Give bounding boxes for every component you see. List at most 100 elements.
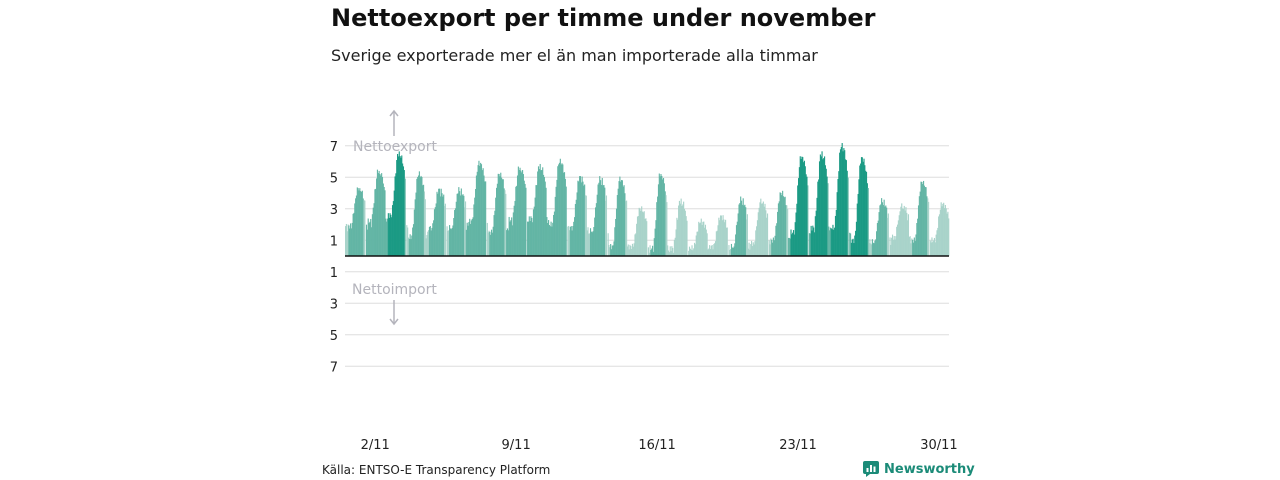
hour-bar xyxy=(562,164,564,256)
hour-bar xyxy=(527,221,529,256)
hour-bar xyxy=(782,190,784,256)
hour-bar xyxy=(798,178,800,256)
hour-bar xyxy=(625,201,627,256)
hour-bar xyxy=(391,217,393,256)
hour-bar xyxy=(893,235,895,256)
hour-bar xyxy=(908,236,910,256)
hour-bar xyxy=(886,217,889,256)
hour-bar xyxy=(756,226,758,256)
hour-bar xyxy=(559,158,561,256)
hour-bar xyxy=(421,177,423,256)
hour-bar xyxy=(497,173,499,256)
hour-bar xyxy=(628,249,630,256)
hour-bar xyxy=(691,245,693,256)
hour-bar xyxy=(667,250,670,256)
hour-bar xyxy=(475,189,477,256)
hour-bar xyxy=(586,230,588,256)
hour-bar xyxy=(464,201,467,256)
hour-bar xyxy=(699,222,701,256)
hour-bar xyxy=(813,232,816,256)
hour-bar xyxy=(887,213,889,256)
hour-bar xyxy=(745,207,747,256)
hour-bar xyxy=(505,193,507,256)
hour-bar xyxy=(423,191,425,256)
hour-bar xyxy=(891,234,894,256)
hour-bar xyxy=(719,220,721,256)
hour-bar xyxy=(796,203,798,256)
hour-bar xyxy=(472,217,474,256)
hour-bar xyxy=(480,162,482,256)
hour-bar xyxy=(666,202,668,256)
hour-bar xyxy=(523,180,525,256)
hour-bar xyxy=(763,206,765,256)
hour-bar xyxy=(721,220,723,256)
hour-bar xyxy=(821,151,823,256)
hour-bar xyxy=(834,215,837,256)
hour-bar xyxy=(504,190,506,256)
hour-bar xyxy=(770,238,772,256)
hour-bar xyxy=(486,222,488,256)
hour-bar xyxy=(615,208,618,256)
hour-bar xyxy=(718,217,720,256)
hour-bar xyxy=(473,204,475,256)
hour-bar xyxy=(698,221,700,256)
hour-bar xyxy=(884,206,886,256)
hour-bar xyxy=(533,206,535,256)
hour-bar xyxy=(817,181,819,256)
hour-bar xyxy=(903,205,905,256)
hour-bar xyxy=(358,190,360,256)
hour-bar xyxy=(487,232,489,256)
hour-bar xyxy=(670,250,672,256)
hour-bar xyxy=(733,246,735,256)
hour-bar xyxy=(571,230,573,256)
hour-bar xyxy=(503,188,505,256)
hour-bar xyxy=(678,200,681,256)
hour-bar xyxy=(786,205,788,256)
y-tick-label: 5 xyxy=(330,329,338,344)
hour-bar xyxy=(454,208,457,256)
hour-bar xyxy=(361,190,363,256)
hour-bar xyxy=(415,192,417,256)
newsworthy-logo[interactable]: Newsworthy xyxy=(863,461,975,477)
hour-bar xyxy=(683,208,686,256)
hour-bar xyxy=(881,198,883,256)
hour-bar xyxy=(501,179,504,256)
hour-bar xyxy=(769,244,771,256)
hour-bar xyxy=(863,158,865,256)
hour-bar xyxy=(777,211,779,256)
hour-bar xyxy=(868,243,870,256)
hour-bar xyxy=(397,156,399,256)
hour-bar xyxy=(774,235,776,256)
hour-bar xyxy=(597,184,599,256)
hour-bar xyxy=(432,223,434,256)
hour-bar xyxy=(618,181,620,256)
hour-bar xyxy=(596,194,598,256)
hour-bar xyxy=(575,199,577,256)
hour-bar xyxy=(499,176,501,256)
hour-bar xyxy=(933,240,935,256)
hour-bar xyxy=(602,185,604,256)
hour-bar xyxy=(689,248,691,256)
hour-bar xyxy=(461,195,463,256)
hour-bar xyxy=(688,246,691,256)
hour-bar xyxy=(614,227,616,256)
hour-bar xyxy=(860,163,862,256)
hour-bar xyxy=(782,196,785,256)
hour-bar xyxy=(704,227,706,256)
hour-bar xyxy=(531,217,533,256)
source-note: Källa: ENTSO-E Transparency Platform xyxy=(322,463,551,477)
hour-bar xyxy=(411,235,413,256)
hour-bar xyxy=(492,226,494,256)
hour-bar xyxy=(818,179,820,256)
hour-bar xyxy=(766,217,768,256)
hour-bar xyxy=(374,189,376,256)
hour-bar xyxy=(899,211,901,256)
hour-bar xyxy=(896,224,899,256)
hour-bar xyxy=(912,239,914,256)
hour-bar xyxy=(390,214,392,256)
hour-bar xyxy=(428,226,431,256)
hour-bar xyxy=(599,176,601,256)
hour-bar xyxy=(751,240,753,256)
hour-bar xyxy=(672,247,674,256)
y-tick-label: 5 xyxy=(330,171,338,186)
